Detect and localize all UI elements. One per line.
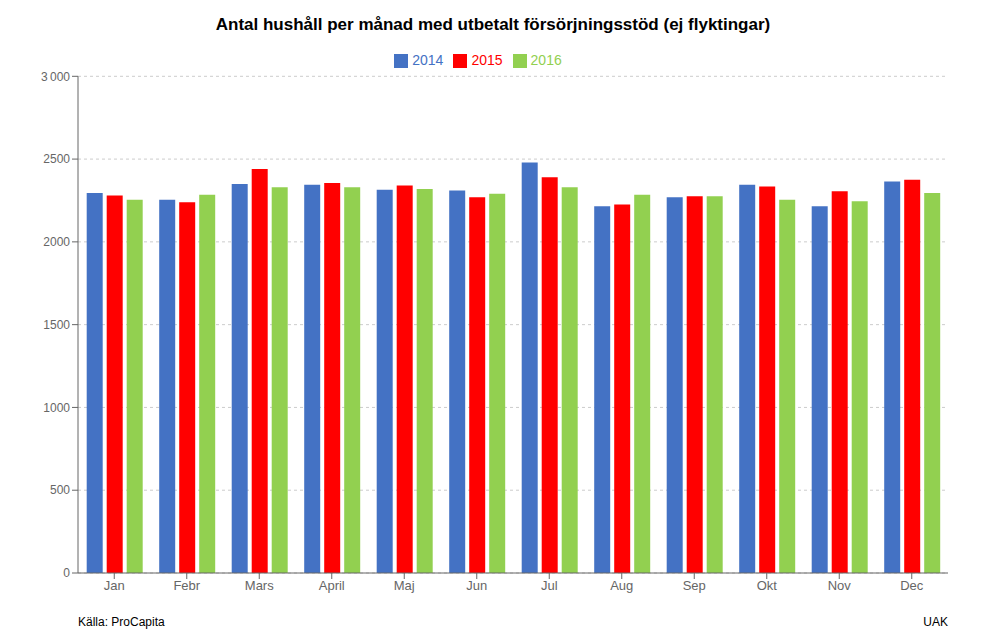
svg-text:Febr: Febr [173,578,200,593]
svg-text:2500: 2500 [43,152,70,166]
svg-text:Aug: Aug [610,578,633,593]
svg-text:Jun: Jun [466,578,487,593]
svg-text:Okt: Okt [757,578,778,593]
svg-text:0: 0 [63,566,70,580]
svg-text:April: April [319,578,345,593]
svg-text:Jan: Jan [104,578,125,593]
svg-text:Mars: Mars [245,578,274,593]
html-text:2016: 2016 [530,52,562,68]
svg-text:Sep: Sep [683,578,706,593]
svg-text:1500: 1500 [43,318,70,332]
svg-text:Maj: Maj [394,578,415,593]
svg-text:1000: 1000 [43,401,70,415]
html-text:UAK: UAK [923,615,948,629]
html-text:2015: 2015 [471,52,503,68]
html-text:2014: 2014 [412,52,444,68]
svg-text:Jul: Jul [541,578,558,593]
svg-text:Nov: Nov [828,578,852,593]
svg-text:Dec: Dec [900,578,924,593]
html-text:Källa: ProCapita: Källa: ProCapita [78,615,165,629]
svg-text:500: 500 [50,483,70,497]
svg-text:2000: 2000 [43,235,70,249]
svg-text:3 000: 3 000 [41,70,70,84]
html-text:Antal hushåll per månad med ut: Antal hushåll per månad med utbetalt för… [215,15,771,34]
